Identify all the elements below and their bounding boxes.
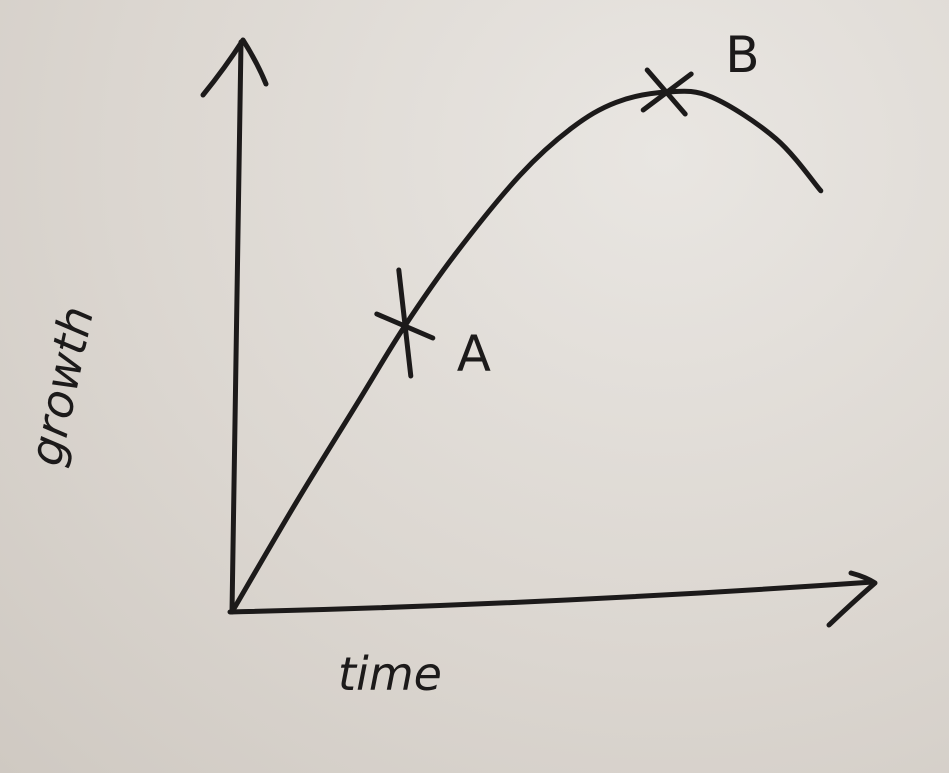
x-axis-arrowhead — [826, 570, 878, 628]
y-axis — [229, 39, 244, 615]
annotation-a-label: A — [457, 325, 491, 383]
annotation-a-cross — [374, 267, 436, 379]
y-axis-arrowhead — [200, 37, 269, 98]
annotation-b-cross — [640, 67, 694, 117]
annotation-a: A — [374, 267, 491, 383]
annotation-b: B — [640, 26, 760, 117]
y-axis-label: growth — [18, 302, 104, 471]
growth-curve — [229, 88, 824, 615]
x-axis-label: time — [338, 647, 442, 701]
annotation-b-label: B — [725, 26, 759, 84]
x-axis — [227, 579, 876, 615]
